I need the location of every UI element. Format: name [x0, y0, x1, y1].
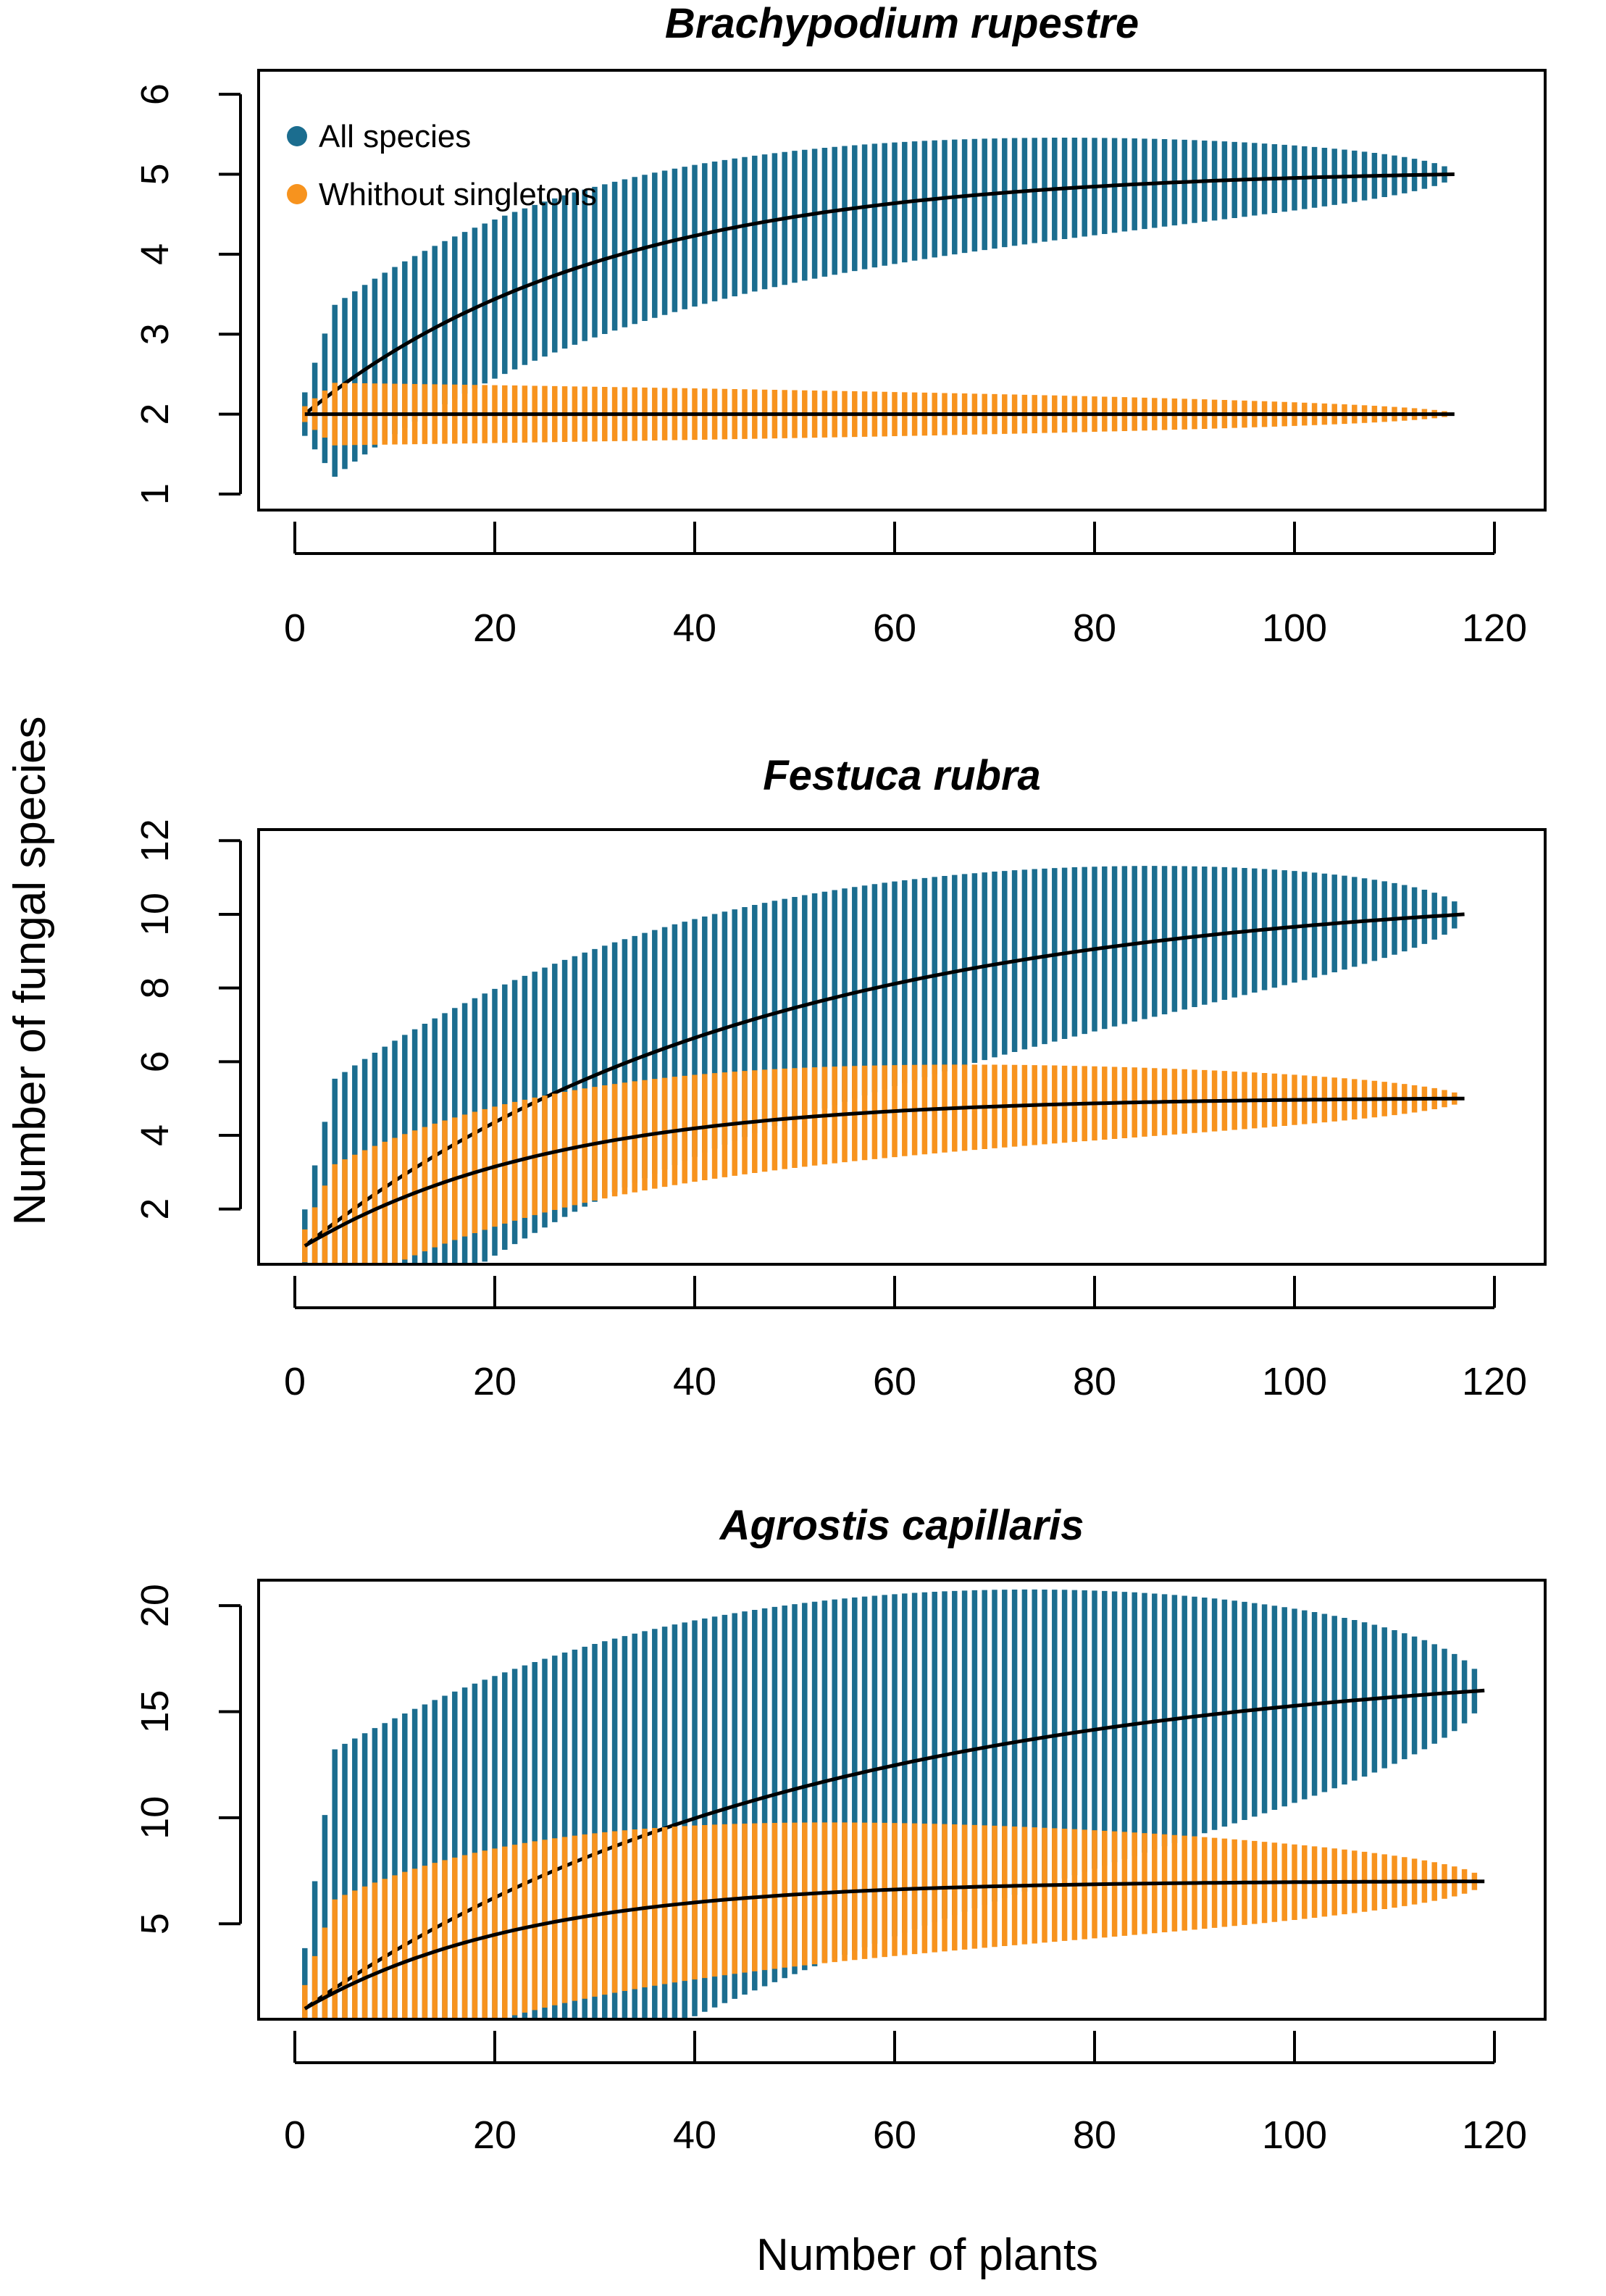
- plot-frame: [257, 1579, 1547, 2021]
- mean-curve: [304, 912, 1465, 1248]
- chart-title: Festuca rubra: [763, 752, 1041, 799]
- y-tick-label: 10: [133, 1796, 177, 1840]
- x-tick-label: 60: [873, 606, 916, 650]
- plot-frame: [257, 69, 1547, 512]
- legend: All species Whithout singletons: [287, 119, 597, 212]
- x-tick-label: 60: [873, 1360, 916, 1403]
- legend-marker-all-species: [287, 126, 307, 146]
- x-tick-label: 120: [1462, 606, 1527, 650]
- legend-label: All species: [319, 119, 471, 154]
- x-tick-label: 0: [284, 2113, 306, 2157]
- y-tick-label: 5: [133, 163, 177, 185]
- x-tick-label: 100: [1262, 606, 1327, 650]
- x-axis: 0 20 40 60 80 100 120: [284, 2031, 1527, 2157]
- x-tick-label: 40: [673, 1360, 716, 1403]
- x-tick-label: 40: [673, 2113, 716, 2157]
- legend-label: Whithout singletons: [319, 177, 597, 212]
- y-tick-label: 6: [133, 1051, 177, 1072]
- y-tick-label: 5: [133, 1913, 177, 1934]
- mean-curve: [304, 172, 1455, 416]
- y-tick-label: 2: [133, 1198, 177, 1220]
- chart-panel: Brachypodium rupestre 0 20 40 60 80 100 120 1 2 3 4…: [133, 0, 1547, 650]
- y-tick-label: 1: [133, 483, 177, 505]
- plot-frame: [257, 828, 1547, 1266]
- x-tick-label: 100: [1262, 2113, 1327, 2157]
- y-axis-label: Number of fungal species: [5, 716, 55, 1225]
- x-axis-label: Number of plants: [756, 2230, 1098, 2280]
- legend-marker-without-singletons: [287, 184, 307, 204]
- x-tick-label: 80: [1073, 2113, 1116, 2157]
- y-tick-label: 10: [133, 893, 177, 936]
- chart-panel: Agrostis capillaris 0 20 40 60 80 100 120 5 10 15 2…: [133, 1502, 1547, 2157]
- x-tick-label: 0: [284, 1360, 306, 1403]
- chart-title: Agrostis capillaris: [719, 1502, 1084, 1549]
- y-tick-label: 15: [133, 1690, 177, 1733]
- y-tick-label: 2: [133, 404, 177, 425]
- x-tick-label: 80: [1073, 1360, 1116, 1403]
- y-tick-label: 4: [133, 243, 177, 265]
- x-tick-label: 20: [473, 1360, 516, 1403]
- y-axis: 1 2 3 4 5 6: [133, 83, 242, 505]
- mean-curve: [304, 1688, 1485, 2011]
- x-tick-label: 20: [473, 606, 516, 650]
- y-tick-label: 6: [133, 83, 177, 105]
- series-without-singletons: [302, 1822, 1485, 2019]
- x-axis: 0 20 40 60 80 100 120: [284, 1276, 1527, 1403]
- mean-curve: [304, 1096, 1465, 1248]
- y-axis: 5 10 15 20: [133, 1584, 242, 1934]
- series-without-singletons: [302, 383, 1455, 446]
- mean-curve: [304, 1879, 1485, 2011]
- x-tick-label: 40: [673, 606, 716, 650]
- x-axis: 0 20 40 60 80 100 120: [284, 522, 1527, 650]
- chart-panel: Festuca rubra 0 20 40 60 80 100 120 2 4 6 8 10 12: [133, 752, 1547, 1403]
- series-without-singletons: [302, 1064, 1465, 1264]
- y-tick-label: 12: [133, 819, 177, 862]
- chart-title: Brachypodium rupestre: [665, 0, 1139, 47]
- y-tick-label: 3: [133, 323, 177, 345]
- x-tick-label: 120: [1462, 2113, 1527, 2157]
- x-tick-label: 0: [284, 606, 306, 650]
- x-tick-label: 100: [1262, 1360, 1327, 1403]
- plot-area: [302, 866, 1465, 1264]
- plot-area: [302, 138, 1455, 477]
- y-axis: 2 4 6 8 10 12: [133, 819, 242, 1220]
- x-tick-label: 20: [473, 2113, 516, 2157]
- y-tick-label: 4: [133, 1124, 177, 1146]
- plot-area: [302, 1589, 1485, 2019]
- x-tick-label: 120: [1462, 1360, 1527, 1403]
- y-tick-label: 20: [133, 1584, 177, 1627]
- y-tick-label: 8: [133, 977, 177, 999]
- x-tick-label: 60: [873, 2113, 916, 2157]
- x-tick-label: 80: [1073, 606, 1116, 650]
